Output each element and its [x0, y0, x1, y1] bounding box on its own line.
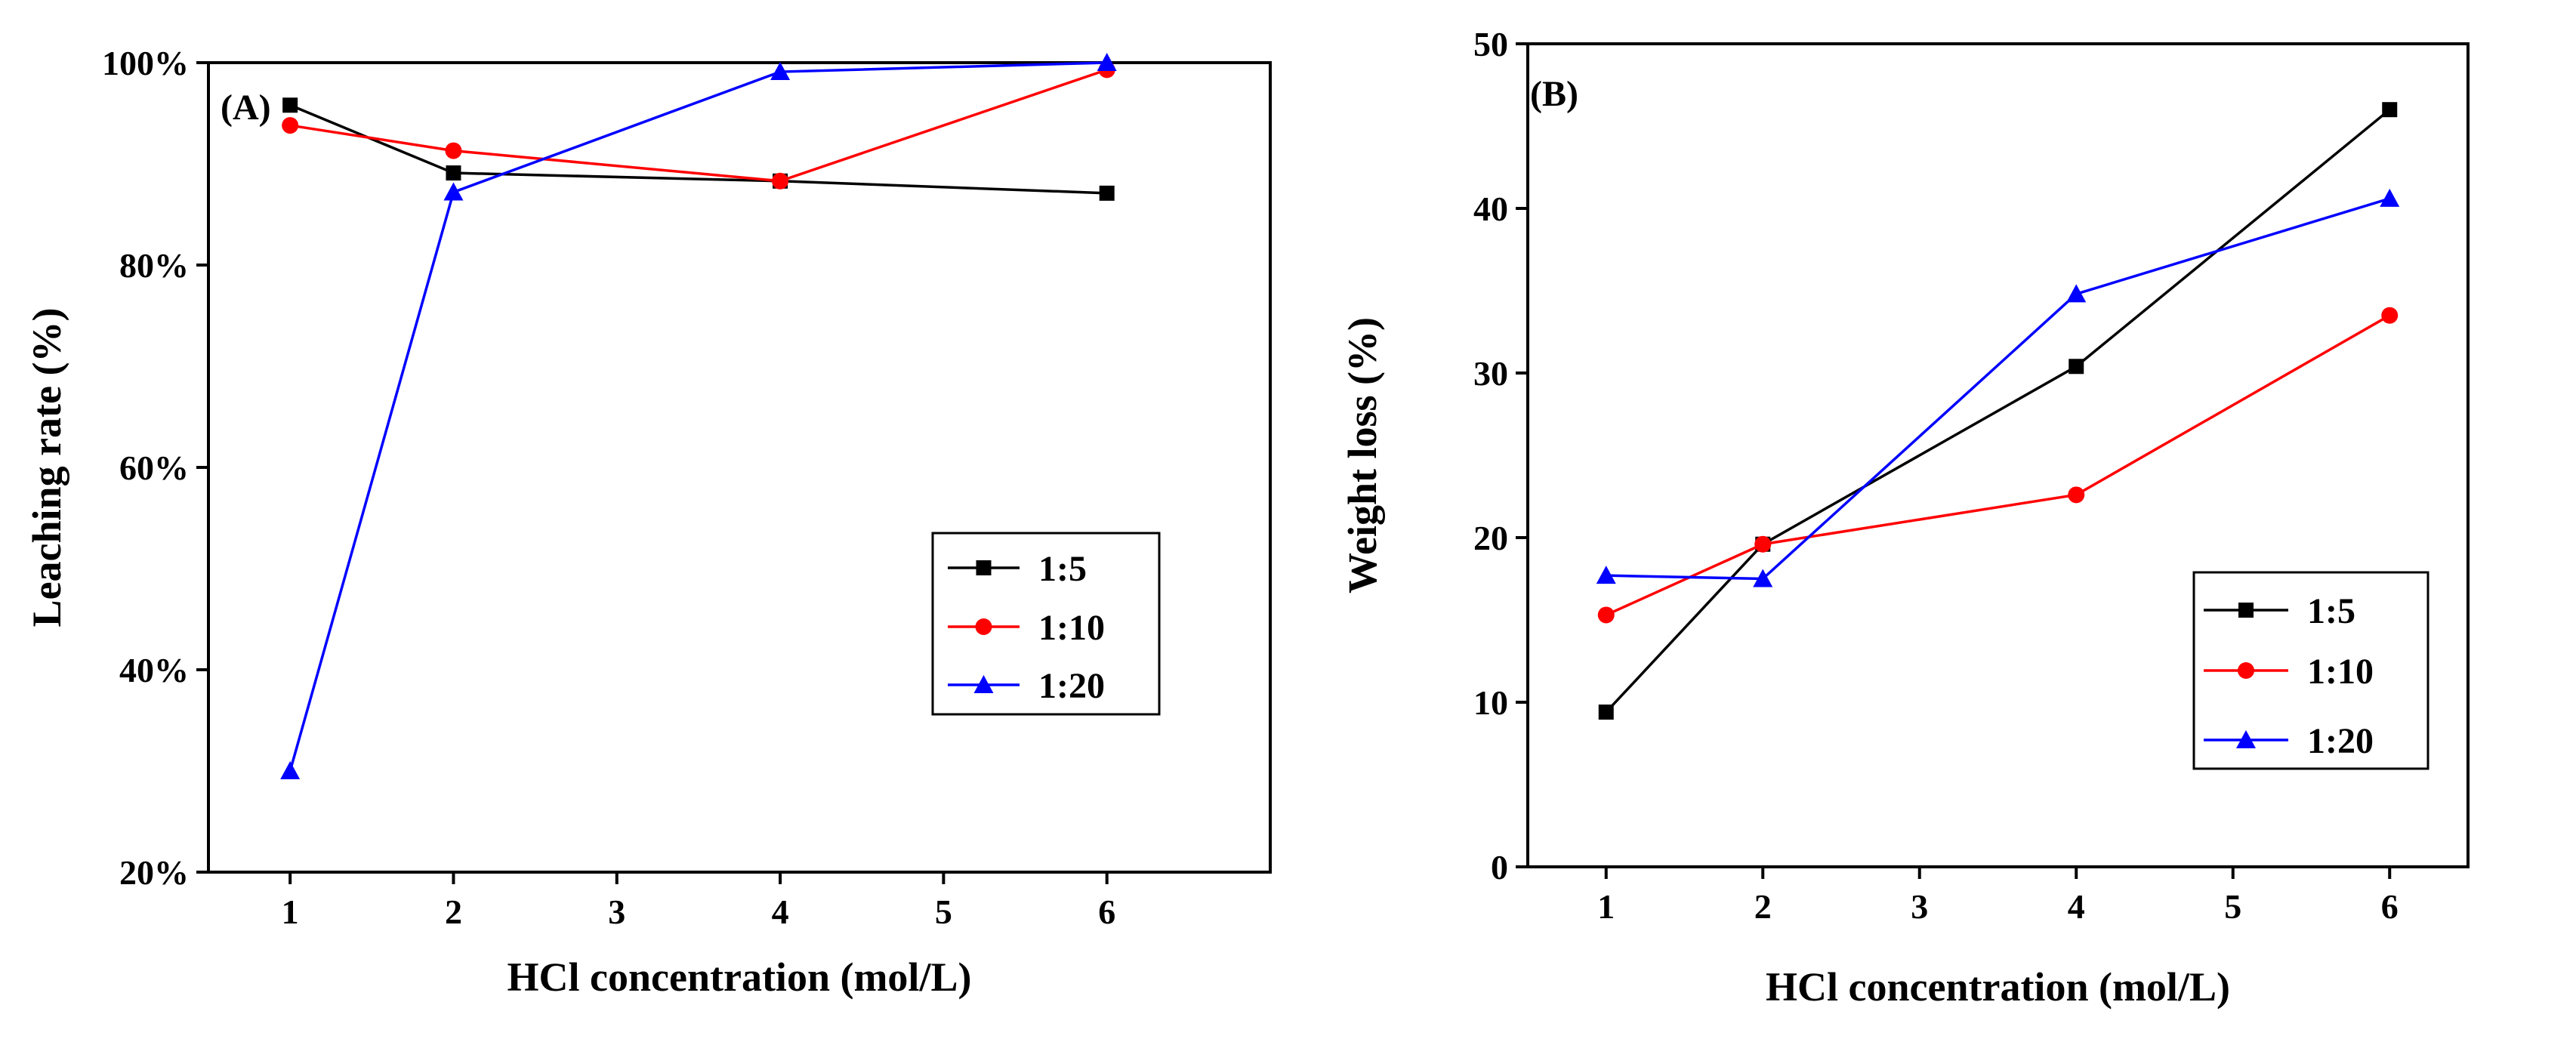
legend-marker	[2238, 662, 2254, 679]
data-point-1-10	[2381, 307, 2399, 324]
legend-marker	[976, 560, 992, 575]
x-tick-label: 4	[772, 893, 789, 931]
data-point-1-10	[2068, 486, 2085, 504]
data-point-1-10	[445, 142, 462, 159]
x-tick-label: 1	[1597, 887, 1615, 926]
legend-marker	[973, 675, 994, 693]
x-tick-label: 3	[1911, 887, 1928, 926]
x-tick-label: 2	[445, 893, 462, 931]
x-tick-label: 3	[608, 893, 625, 931]
data-point-1-20	[443, 182, 464, 201]
y-tick-label: 50	[1473, 25, 1508, 63]
y-tick-label: 40%	[119, 651, 189, 689]
y-tick-label: 0	[1491, 848, 1508, 886]
y-axis-label: Leaching rate (%)	[24, 308, 69, 627]
data-point-1-20	[1097, 53, 1117, 71]
legend: 1:5 1:10 1:20	[931, 532, 1161, 716]
x-tick-label: 2	[1754, 887, 1772, 926]
panel-label: (A)	[221, 88, 271, 128]
data-point-1-10	[772, 172, 789, 190]
legend-label: 1:20	[1038, 666, 1105, 706]
y-axis-label: Weight loss (%)	[1340, 317, 1385, 593]
data-point-1-10	[282, 117, 299, 134]
data-point-1-10	[1597, 606, 1615, 624]
data-point-1-10	[1754, 535, 1772, 553]
x-axis-label: HCl concentration (mol/L)	[507, 954, 972, 1000]
x-tick-label: 1	[282, 893, 299, 931]
legend: 1:5 1:10 1:20	[2192, 571, 2429, 770]
data-point-1-20	[280, 761, 301, 779]
data-point-1-20	[1596, 566, 1616, 584]
legend-marker	[975, 618, 992, 635]
y-tick-label: 80%	[119, 246, 189, 285]
legend-marker	[2238, 603, 2254, 618]
legend-label: 1:5	[2307, 591, 2355, 631]
data-point-1-5	[1598, 704, 1614, 720]
x-tick-label: 5	[2224, 887, 2241, 926]
legend-label: 1:10	[1038, 608, 1105, 648]
legend-label: 1:20	[2307, 721, 2374, 761]
y-tick-label: 30	[1473, 354, 1508, 393]
x-tick-label: 6	[1098, 893, 1115, 931]
data-point-1-5	[2069, 359, 2084, 375]
y-tick-label: 20%	[119, 853, 189, 892]
y-tick-label: 10	[1473, 683, 1508, 722]
legend-label: 1:10	[2307, 652, 2374, 692]
chart-panel-b: 1 2 3 4 5 6 0 10 20 30 40 50 HCl concentration (mol/…	[1340, 25, 2470, 1010]
data-point-1-5	[446, 165, 461, 181]
data-point-1-5	[1099, 185, 1115, 201]
data-point-1-20	[1753, 569, 1773, 587]
x-tick-label: 6	[2381, 887, 2399, 926]
plot-frame	[1526, 42, 2470, 868]
panel-label: (B)	[1530, 74, 1578, 114]
x-tick-label: 4	[2068, 887, 2085, 926]
chart-panel-a: 1 2 3 4 5 6 20% 40% 60% 80% 100% HCl concentration …	[24, 44, 1272, 1000]
data-point-1-5	[282, 97, 298, 113]
data-point-1-20	[2066, 284, 2087, 303]
legend-marker	[2236, 730, 2256, 748]
data-point-1-20	[770, 62, 791, 81]
y-tick-label: 100%	[102, 44, 189, 82]
data-point-1-5	[2382, 102, 2398, 118]
series-line-1-10	[1606, 314, 2391, 617]
legend-label: 1:5	[1038, 549, 1087, 589]
x-axis-label: HCl concentration (mol/L)	[1766, 964, 2230, 1010]
series-line-1-20	[288, 61, 1107, 772]
series-line-1-5	[1605, 108, 2391, 714]
series-line-1-10	[289, 68, 1108, 183]
series-line-1-5	[289, 103, 1107, 195]
series-line-1-20	[1606, 197, 2390, 581]
x-tick-label: 5	[935, 893, 952, 931]
y-tick-label: 60%	[119, 449, 189, 487]
data-point-1-20	[2380, 188, 2400, 207]
plot-frame	[207, 61, 1272, 874]
y-tick-label: 40	[1473, 190, 1508, 228]
y-tick-label: 20	[1473, 519, 1508, 557]
